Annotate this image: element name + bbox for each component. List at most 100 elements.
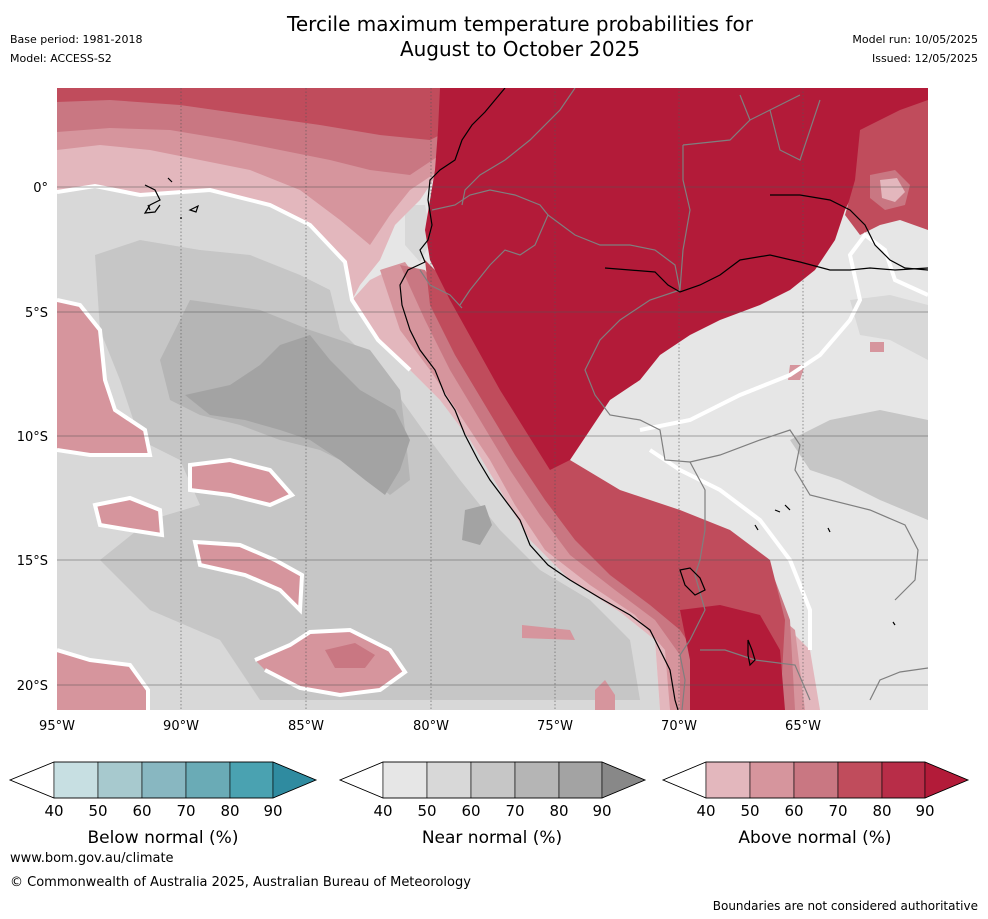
lat-label-10s: 10°S [17,430,48,445]
amazon-river [604,254,928,293]
boundary-east [639,232,928,432]
cb-below-seg-60 [97,761,143,799]
cb-below-arrow-right [272,761,317,799]
cb-below-seg-90 [229,761,274,799]
cb-above-seg-80 [837,761,883,799]
cb-above-tick-70: 70 [828,802,847,820]
probability-field [57,88,928,710]
above-normal-80-east [845,100,928,235]
cb-near-seg-60 [426,761,472,799]
boundary-south [648,448,812,650]
above-normal-90-bolivia [680,605,785,710]
boundary-north [57,183,412,372]
border-bolivia-brazil [689,429,919,601]
cb-near-title: Near normal (%) [422,828,562,848]
lat-label-0: 0° [33,181,48,196]
colorbar-below-normal: 40 50 60 70 80 90 Below normal (%) [8,761,318,848]
lat-label-20s: 20°S [17,679,48,694]
cb-above-outline [661,761,970,799]
above-normal-patch-d-core [325,643,375,668]
coastlines [143,88,928,710]
small-lakes [754,504,896,626]
cb-below-outline [8,761,318,799]
cb-near-tick-40: 40 [373,802,392,820]
lake-poopo [747,639,756,667]
cb-below-tick-50: 50 [88,802,107,820]
lon-label-70w: 70°W [661,719,697,734]
lon-label-90w: 90°W [163,719,199,734]
header-meta-left: Base period: 1981-2018 Model: ACCESS-S2 [10,30,142,68]
cb-above-tick-60: 60 [784,802,803,820]
lake-titicaca [679,567,706,596]
border-peru-bolivia [689,461,706,641]
cb-near-arrow-left [339,761,384,799]
cb-below-arrow-left [9,761,55,799]
above-normal-patch-f [595,680,615,710]
footer-copyright: © Commonwealth of Australia 2025, Austra… [10,875,471,890]
galapagos-islands [143,177,200,219]
boundary-patch-west [57,298,153,457]
lat-label-15s: 15°S [17,554,48,569]
footer-boundaries-note: Boundaries are not considered authoritat… [712,899,978,913]
lon-label-80w: 80°W [413,719,449,734]
boundary-patch-d [254,627,408,698]
near-normal-east-50 [850,295,928,360]
latitude-labels: 0° 5°S 10°S 15°S 20°S [17,181,48,694]
colorbar-near-normal: 40 50 60 70 80 90 Near normal (%) [338,761,647,848]
footer-url[interactable]: www.bom.gov.au/climate [10,851,174,866]
title-line-2: August to October 2025 [399,37,641,61]
cb-near-seg-50 [382,761,428,799]
lon-label-85w: 85°W [288,719,324,734]
cb-near-seg-70 [470,761,516,799]
border-peru-brazil [584,289,691,463]
cb-near-tick-80: 80 [549,802,568,820]
above-normal-patch-g [870,342,884,352]
grid-lat-lines [57,186,928,686]
border-ecuador-peru [419,269,463,309]
boundary-patch-b [92,495,165,538]
issued-text: Issued: 12/05/2025 [871,52,978,65]
cb-near-tick-90: 90 [592,802,611,820]
cb-above-tick-50: 50 [740,802,759,820]
lon-label-75w: 75°W [537,719,573,734]
cb-above-seg-70 [793,761,839,799]
cb-near-tick-60: 60 [461,802,480,820]
border-venezuela-brazil [679,94,751,291]
lon-label-95w: 95°W [39,719,75,734]
title-line-1: Tercile maximum temperature probabilitie… [287,12,753,36]
longitude-labels: 95°W 90°W 85°W 80°W 75°W 70°W 65°W [39,719,821,734]
cb-below-seg-70 [141,761,187,799]
cb-below-seg-50 [53,761,99,799]
cb-below-tick-90: 90 [263,802,282,820]
cb-near-tick-50: 50 [417,802,436,820]
border-bolivia-chile [679,639,691,710]
boundary-patch-c [192,539,305,615]
colorbar-above-normal: 40 50 60 70 80 90 Above normal (%) [661,761,970,848]
near-normal-ecuador-patch [405,205,432,262]
base-period-text: Base period: 1981-2018 [10,33,143,46]
rio-negro [770,194,928,271]
cb-above-tick-40: 40 [696,802,715,820]
cb-near-arrow-right [601,761,646,799]
header-meta-right: Model run: 10/05/2025 Issued: 12/05/2025 [852,30,978,68]
cb-above-title: Above normal (%) [738,828,891,848]
probability-boundaries [57,183,928,710]
cb-below-tick-80: 80 [220,802,239,820]
model-text: Model: ACCESS-S2 [10,52,112,65]
above-normal-50-east-hole [880,178,905,202]
cb-below-title: Below normal (%) [88,828,239,848]
above-normal-90-zone [425,88,928,470]
above-normal-80-zone-north [57,88,500,140]
cb-above-tick-90: 90 [915,802,934,820]
country-borders [419,88,928,710]
cb-above-tick-80: 80 [872,802,891,820]
near-normal-east-60 [790,410,928,520]
cb-near-seg-90 [558,761,603,799]
border-guyana [749,94,821,161]
above-normal-patch-d [255,630,405,695]
above-normal-80-coastal [425,260,785,710]
border-colombia-peru-brazil [547,214,681,291]
cb-above-arrow-right [924,761,969,799]
near-normal-east-zone [640,292,928,710]
